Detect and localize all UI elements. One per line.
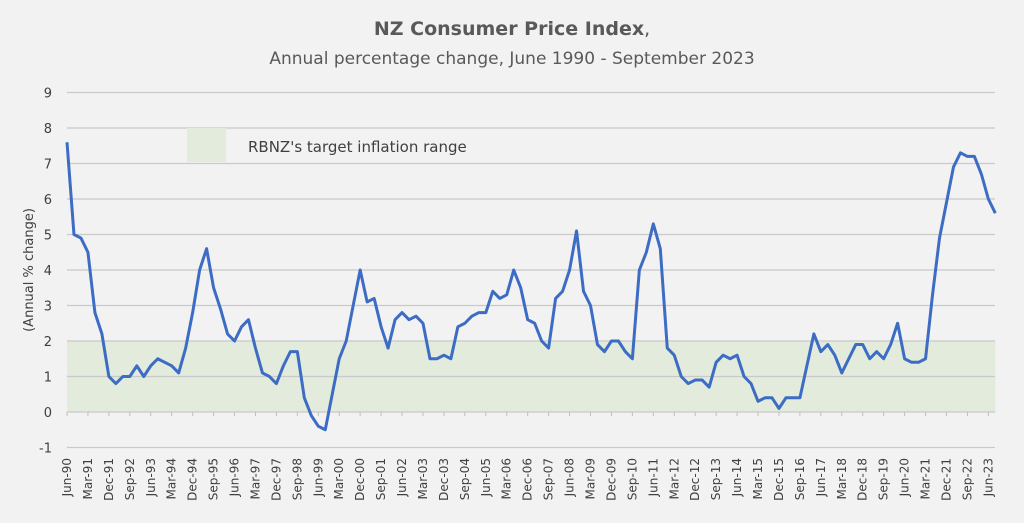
x-tick-label: Sep-95 bbox=[207, 458, 221, 500]
legend-swatch bbox=[187, 128, 226, 162]
x-axis-ticks: Jun-90 Mar-91 Dec-91 Sep-92 Jun-93 Mar-94 Dec-… bbox=[60, 412, 995, 501]
x-tick-label: Mar-06 bbox=[500, 458, 514, 499]
x-tick-label: Dec-15 bbox=[772, 458, 786, 501]
x-tick-label: Mar-21 bbox=[919, 458, 933, 499]
x-tick-label: Jun-23 bbox=[981, 458, 995, 497]
chart-title-text: NZ Consumer Price Index bbox=[373, 18, 645, 40]
y-tick-label: 8 bbox=[44, 122, 52, 137]
y-tick-label: 1 bbox=[44, 371, 52, 386]
y-tick-label: 7 bbox=[44, 158, 52, 173]
x-tick-label: Dec-18 bbox=[856, 458, 870, 501]
chart-title-suffix: , bbox=[644, 18, 651, 40]
x-tick-label: Mar-00 bbox=[332, 458, 346, 499]
x-tick-label: Mar-09 bbox=[584, 458, 598, 499]
legend-label: RBNZ's target inflation range bbox=[248, 138, 467, 156]
x-tick-label: Dec-00 bbox=[353, 458, 367, 501]
x-tick-label: Mar-03 bbox=[416, 458, 430, 499]
x-tick-label: Jun-99 bbox=[311, 458, 325, 497]
x-tick-label: Dec-03 bbox=[437, 458, 451, 501]
y-tick-label: 5 bbox=[44, 229, 52, 244]
x-tick-label: Sep-22 bbox=[960, 458, 974, 500]
x-tick-label: Sep-13 bbox=[709, 458, 723, 500]
x-tick-label: Jun-90 bbox=[60, 458, 74, 497]
gridlines bbox=[67, 91, 995, 449]
x-tick-label: Sep-98 bbox=[290, 458, 304, 500]
x-tick-label: Dec-91 bbox=[102, 458, 116, 501]
x-tick-label: Dec-94 bbox=[186, 458, 200, 501]
chart-title: NZ Consumer Price Index, bbox=[0, 18, 1024, 40]
y-tick-label: 0 bbox=[44, 406, 52, 421]
x-tick-label: Sep-01 bbox=[374, 458, 388, 500]
x-tick-label: Jun-08 bbox=[563, 458, 577, 497]
x-tick-label: Jun-02 bbox=[395, 458, 409, 497]
x-tick-label: Sep-07 bbox=[542, 458, 556, 500]
x-tick-label: Jun-11 bbox=[646, 458, 660, 497]
y-axis-ticks: -1 0 1 2 3 4 5 6 7 8 9 bbox=[39, 87, 52, 457]
y-tick-label: 6 bbox=[44, 193, 52, 208]
y-tick-label: 3 bbox=[44, 300, 52, 315]
x-tick-label: Jun-93 bbox=[144, 458, 158, 497]
x-tick-label: Dec-12 bbox=[688, 458, 702, 501]
x-tick-label: Sep-10 bbox=[625, 458, 639, 500]
x-tick-label: Mar-97 bbox=[248, 458, 262, 499]
x-tick-label: Dec-09 bbox=[604, 458, 618, 501]
cpi-series-line bbox=[65, 142, 997, 432]
x-tick-label: Mar-15 bbox=[751, 458, 765, 499]
x-tick-label: Dec-97 bbox=[269, 458, 283, 501]
x-tick-label: Mar-94 bbox=[165, 458, 179, 499]
y-tick-label: 2 bbox=[44, 335, 52, 350]
y-tick-label: 4 bbox=[44, 264, 52, 279]
y-tick-label: 9 bbox=[44, 87, 52, 102]
x-tick-label: Jun-17 bbox=[814, 458, 828, 497]
x-tick-label: Sep-92 bbox=[123, 458, 137, 500]
x-tick-label: Sep-16 bbox=[793, 458, 807, 500]
x-tick-label: Jun-05 bbox=[479, 458, 493, 497]
y-axis-label: (Annual % change) bbox=[22, 208, 37, 332]
x-tick-label: Jun-14 bbox=[730, 458, 744, 497]
x-tick-label: Dec-21 bbox=[939, 458, 953, 501]
x-tick-label: Dec-06 bbox=[521, 458, 535, 501]
x-tick-label: Jun-20 bbox=[898, 458, 912, 497]
x-tick-label: Sep-04 bbox=[458, 458, 472, 500]
series-group bbox=[65, 142, 997, 432]
x-tick-label: Mar-18 bbox=[835, 458, 849, 499]
x-tick-label: Mar-12 bbox=[667, 458, 681, 499]
x-tick-label: Jun-96 bbox=[228, 458, 242, 497]
x-tick-label: Mar-91 bbox=[81, 458, 95, 499]
chart-subtitle: Annual percentage change, June 1990 - Se… bbox=[269, 49, 755, 69]
x-tick-label: Sep-19 bbox=[877, 458, 891, 500]
y-tick-label: -1 bbox=[39, 442, 52, 457]
